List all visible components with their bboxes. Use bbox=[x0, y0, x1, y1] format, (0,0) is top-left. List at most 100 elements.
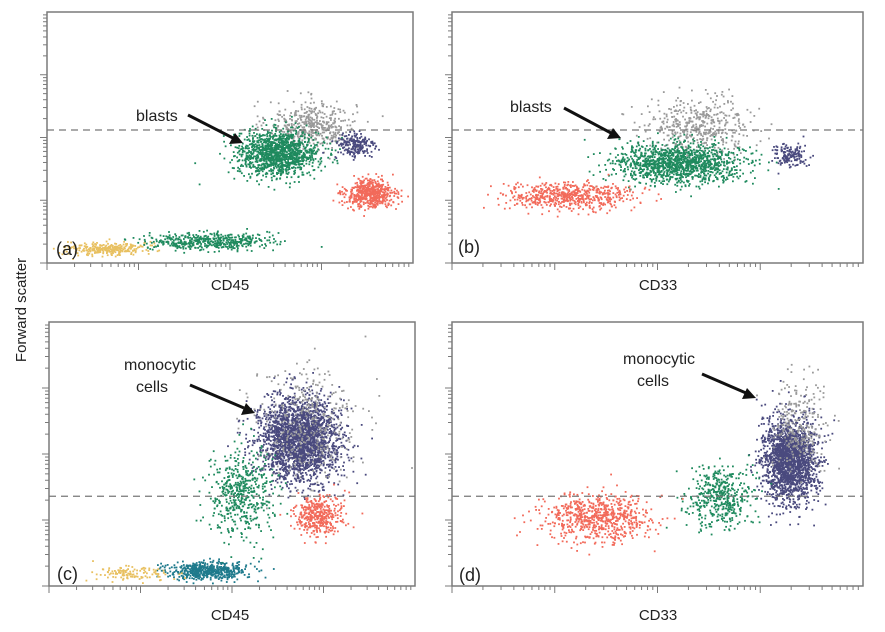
event-point bbox=[681, 146, 684, 149]
event-point bbox=[753, 115, 756, 117]
event-point bbox=[279, 177, 282, 180]
event-point bbox=[370, 156, 373, 158]
event-point bbox=[660, 175, 663, 178]
event-point bbox=[312, 158, 314, 161]
event-point bbox=[397, 191, 400, 194]
event-point bbox=[705, 110, 708, 113]
event-point bbox=[722, 179, 724, 182]
event-point bbox=[725, 119, 727, 122]
event-point bbox=[358, 147, 361, 150]
event-point bbox=[263, 160, 266, 162]
event-point bbox=[274, 145, 276, 147]
event-point bbox=[714, 139, 716, 142]
event-point bbox=[727, 154, 730, 157]
event-point bbox=[85, 243, 88, 246]
event-point bbox=[628, 186, 630, 189]
event-point bbox=[266, 147, 269, 150]
event-point bbox=[354, 182, 357, 185]
event-point bbox=[337, 132, 339, 135]
event-point bbox=[733, 147, 735, 150]
event-point bbox=[126, 243, 128, 245]
event-point bbox=[233, 242, 235, 244]
event-point bbox=[353, 209, 355, 212]
event-point bbox=[345, 135, 348, 137]
event-point bbox=[300, 103, 303, 106]
event-point bbox=[255, 240, 258, 243]
event-point bbox=[311, 153, 313, 155]
event-point bbox=[734, 123, 737, 126]
event-point bbox=[288, 137, 290, 140]
event-point bbox=[688, 153, 691, 155]
event-point bbox=[278, 139, 281, 141]
event-point bbox=[680, 170, 683, 173]
event-point bbox=[162, 235, 165, 237]
event-point bbox=[639, 156, 641, 159]
event-point bbox=[638, 181, 641, 184]
event-point bbox=[371, 140, 374, 143]
event-point bbox=[274, 149, 277, 152]
event-point bbox=[241, 245, 244, 248]
event-point bbox=[114, 255, 117, 258]
event-point bbox=[643, 124, 646, 127]
event-point bbox=[260, 179, 263, 181]
event-point bbox=[679, 135, 682, 137]
event-point bbox=[309, 102, 312, 105]
event-point bbox=[258, 234, 261, 236]
event-point bbox=[687, 174, 690, 177]
event-point bbox=[681, 168, 684, 171]
event-point bbox=[360, 200, 363, 203]
event-point bbox=[384, 197, 387, 200]
event-point bbox=[267, 154, 270, 156]
event-point bbox=[625, 162, 628, 165]
event-point bbox=[658, 161, 660, 164]
event-point bbox=[674, 138, 677, 140]
event-point bbox=[688, 117, 691, 119]
event-point bbox=[155, 238, 158, 241]
event-point bbox=[341, 190, 343, 193]
event-point bbox=[642, 140, 645, 142]
event-point bbox=[83, 250, 85, 252]
event-point bbox=[123, 246, 126, 249]
event-point bbox=[359, 144, 362, 146]
event-point bbox=[735, 129, 738, 132]
event-point bbox=[671, 130, 674, 133]
event-point bbox=[222, 237, 225, 240]
event-point bbox=[261, 166, 264, 169]
event-point bbox=[307, 116, 310, 118]
event-point bbox=[321, 134, 323, 137]
event-point bbox=[349, 138, 352, 140]
event-point bbox=[699, 174, 702, 177]
event-point bbox=[692, 165, 695, 168]
event-point bbox=[247, 147, 249, 150]
event-point bbox=[682, 168, 685, 170]
event-point bbox=[728, 88, 730, 91]
event-point bbox=[358, 207, 361, 210]
event-point bbox=[268, 239, 271, 242]
event-point bbox=[379, 202, 381, 205]
event-point bbox=[350, 151, 352, 153]
event-point bbox=[238, 153, 241, 156]
event-point bbox=[350, 195, 353, 198]
event-point bbox=[303, 133, 306, 136]
event-point bbox=[691, 133, 693, 136]
event-point bbox=[87, 250, 90, 253]
event-point bbox=[136, 246, 139, 249]
event-point bbox=[187, 245, 190, 248]
event-point bbox=[247, 156, 249, 159]
event-point bbox=[697, 145, 700, 148]
event-point bbox=[293, 123, 295, 126]
event-point bbox=[356, 136, 359, 139]
event-point bbox=[305, 151, 308, 154]
event-point bbox=[318, 123, 321, 125]
event-point bbox=[208, 243, 211, 246]
event-point bbox=[336, 162, 339, 165]
event-point bbox=[355, 140, 358, 143]
event-point bbox=[699, 180, 702, 183]
event-point bbox=[180, 239, 182, 242]
event-point bbox=[736, 165, 738, 168]
event-point bbox=[684, 185, 687, 188]
event-point bbox=[675, 125, 678, 128]
event-point bbox=[678, 173, 681, 176]
event-point bbox=[666, 143, 669, 146]
event-point bbox=[638, 164, 641, 167]
